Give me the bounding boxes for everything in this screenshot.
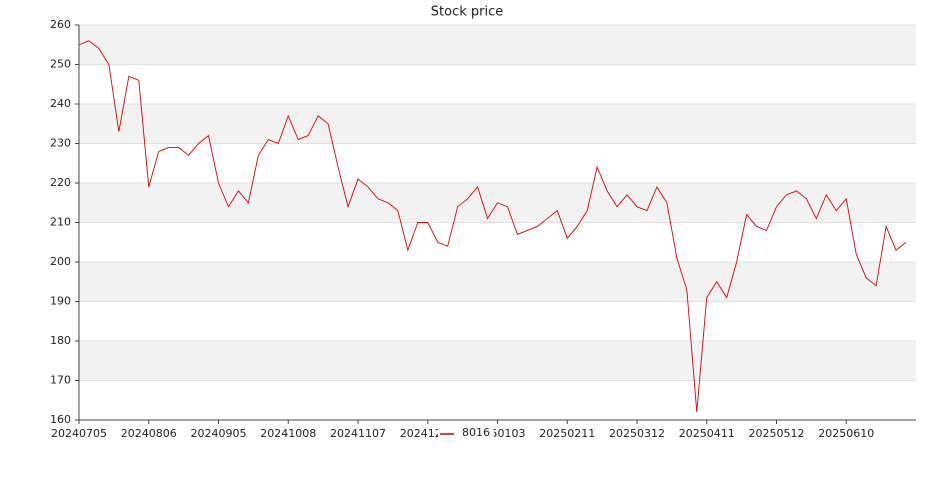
- x-tick-label: 20240705: [51, 427, 107, 440]
- chart-title: Stock price: [431, 5, 503, 20]
- x-tick-label: 20250211: [539, 427, 595, 440]
- x-tick-label: 20240905: [191, 427, 247, 440]
- x-tick-label: 20241107: [330, 427, 386, 440]
- grid-band: [79, 262, 916, 302]
- y-tick-label: 160: [50, 413, 71, 426]
- y-tick-label: 200: [50, 255, 71, 268]
- y-tick-label: 190: [50, 295, 71, 308]
- y-tick-label: 210: [50, 216, 71, 229]
- legend-label: 8016: [462, 426, 490, 439]
- y-tick-label: 260: [50, 18, 71, 31]
- price-line: [78, 40, 907, 413]
- y-tick-label: 230: [50, 137, 71, 150]
- x-tick-label: 20250312: [609, 427, 665, 440]
- x-tick-label: 20250411: [679, 427, 735, 440]
- grid-band: [79, 341, 916, 381]
- grid-band: [79, 104, 916, 144]
- grid-band: [79, 25, 916, 65]
- x-tick-label: 20241008: [260, 427, 316, 440]
- y-tick-label: 250: [50, 58, 71, 71]
- x-tick-label: 20250512: [749, 427, 805, 440]
- y-tick-label: 170: [50, 374, 71, 387]
- y-tick-label: 240: [50, 97, 71, 110]
- x-tick-label: 20240806: [121, 427, 177, 440]
- x-tick-label: 20250610: [818, 427, 874, 440]
- y-tick-label: 220: [50, 176, 71, 189]
- y-tick-label: 180: [50, 334, 71, 347]
- legend-box: [438, 425, 494, 441]
